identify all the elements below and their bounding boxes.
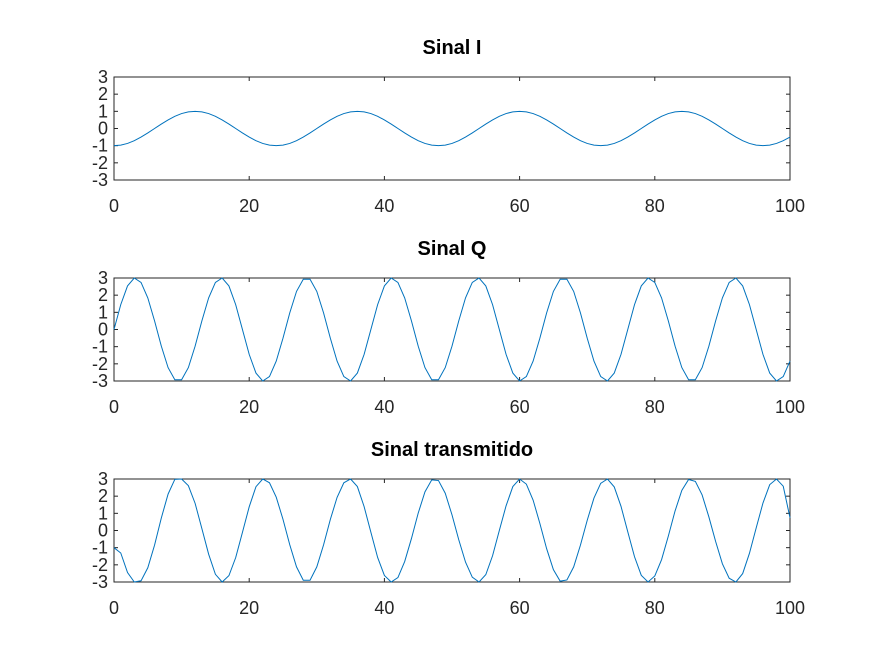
x-tick-label: 0 bbox=[109, 397, 119, 417]
y-tick-label: 1 bbox=[98, 503, 108, 523]
subplot-title: Sinal Q bbox=[418, 238, 487, 260]
x-tick-labels: 0 20 40 60 80 100 bbox=[109, 598, 805, 618]
axes-box bbox=[113, 277, 791, 382]
series-line-sinal-transmitido bbox=[113, 478, 791, 583]
y-tick-label: 3 bbox=[98, 268, 108, 288]
y-tick-label: -2 bbox=[92, 555, 108, 575]
y-tick-label: 0 bbox=[98, 119, 108, 139]
y-tick-label: 0 bbox=[98, 320, 108, 340]
x-tick-label: 60 bbox=[510, 196, 530, 216]
y-tick-label: -2 bbox=[92, 354, 108, 374]
x-tick-labels: 0 20 40 60 80 100 bbox=[109, 196, 805, 216]
series-line-sinal-i bbox=[113, 110, 791, 147]
y-tick-label: -2 bbox=[92, 153, 108, 173]
y-tick-label: 2 bbox=[98, 84, 108, 104]
x-tick-label: 40 bbox=[374, 397, 394, 417]
x-tick-label: 0 bbox=[109, 196, 119, 216]
x-tick-label: 40 bbox=[374, 598, 394, 618]
y-tick-label: 1 bbox=[98, 302, 108, 322]
axis-ticks bbox=[113, 478, 791, 583]
x-tick-label: 100 bbox=[775, 598, 805, 618]
y-tick-label: 1 bbox=[98, 101, 108, 121]
x-tick-label: 60 bbox=[510, 397, 530, 417]
x-tick-label: 20 bbox=[239, 397, 259, 417]
subplot-title: Sinal I bbox=[423, 37, 482, 59]
axes-box bbox=[113, 478, 791, 583]
x-tick-label: 20 bbox=[239, 196, 259, 216]
x-tick-label: 100 bbox=[775, 397, 805, 417]
y-tick-label: -3 bbox=[92, 371, 108, 391]
x-tick-labels: 0 20 40 60 80 100 bbox=[109, 397, 805, 417]
subplot-title: Sinal transmitido bbox=[371, 439, 533, 461]
x-tick-label: 0 bbox=[109, 598, 119, 618]
y-tick-label: -1 bbox=[92, 337, 108, 357]
series-line-sinal-q bbox=[113, 277, 791, 382]
x-tick-label: 80 bbox=[645, 598, 665, 618]
x-tick-label: 100 bbox=[775, 196, 805, 216]
axes-box bbox=[113, 76, 791, 181]
y-tick-label: 2 bbox=[98, 486, 108, 506]
y-tick-label: 0 bbox=[98, 521, 108, 541]
y-tick-label: -3 bbox=[92, 170, 108, 190]
x-tick-label: 40 bbox=[374, 196, 394, 216]
y-tick-label: 3 bbox=[98, 469, 108, 489]
y-tick-label: 2 bbox=[98, 285, 108, 305]
x-tick-label: 80 bbox=[645, 397, 665, 417]
y-tick-label: -1 bbox=[92, 538, 108, 558]
y-tick-label: -3 bbox=[92, 572, 108, 592]
x-tick-label: 60 bbox=[510, 598, 530, 618]
y-tick-label: -1 bbox=[92, 136, 108, 156]
x-tick-label: 80 bbox=[645, 196, 665, 216]
x-tick-label: 20 bbox=[239, 598, 259, 618]
y-tick-label: 3 bbox=[98, 67, 108, 87]
